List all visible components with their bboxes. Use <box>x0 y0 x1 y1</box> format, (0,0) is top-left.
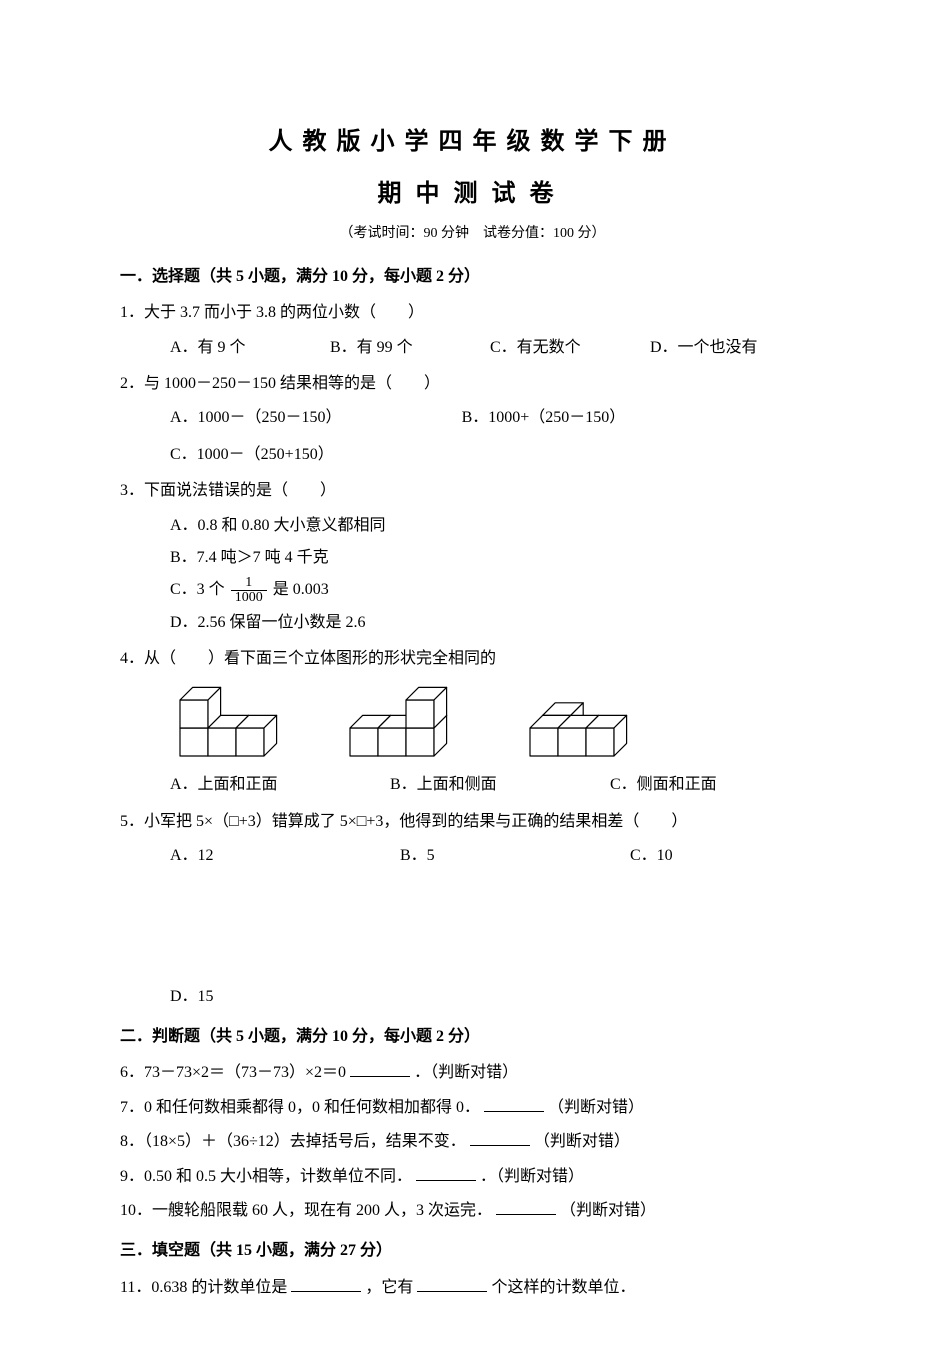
q4-stem: 4．从（ ）看下面三个立体图形的形状完全相同的 <box>120 644 825 674</box>
q1-opt-b: B．有 99 个 <box>330 333 450 363</box>
q5-opt-b: B．5 <box>400 841 520 871</box>
q11-text-c: 个这样的计数单位． <box>491 1279 635 1296</box>
q3-opt-a: A．0.8 和 0.80 大小意义都相同 <box>170 511 825 541</box>
q1-opt-a: A．有 9 个 <box>170 333 290 363</box>
q5-opt-c: C．10 <box>630 841 750 871</box>
doc-meta: （考试时间：90 分钟 试卷分值：100 分） <box>120 221 825 248</box>
q3-opt-b: B．7.4 吨＞7 吨 4 千克 <box>170 543 825 573</box>
q11-blank-2[interactable] <box>417 1275 487 1292</box>
q6-blank[interactable] <box>350 1060 410 1077</box>
q9-blank[interactable] <box>416 1164 476 1181</box>
q6-text-a: 6．73－73×2＝（73－73）×2＝0 <box>120 1064 346 1081</box>
q4-opt-c: C．侧面和正面 <box>610 770 730 800</box>
q3-opt-c-pre: C．3 个 <box>170 581 225 598</box>
q8-blank[interactable] <box>470 1129 530 1146</box>
q1-opt-d: D．一个也没有 <box>650 333 770 363</box>
q1-stem: 1．大于 3.7 而小于 3.8 的两位小数（ ） <box>120 298 825 328</box>
q7-text-a: 7．0 和任何数相乘都得 0，0 和任何数相加都得 0． <box>120 1099 480 1116</box>
section3-head: 三．填空题（共 15 小题，满分 27 分） <box>120 1236 825 1266</box>
cube-figure-b-icon <box>340 684 480 764</box>
cube-figure-c-icon <box>520 684 660 764</box>
section1-head: 一．选择题（共 5 小题，满分 10 分，每小题 2 分） <box>120 262 825 292</box>
q5-opt-d: D．15 <box>170 982 290 1012</box>
q4-opt-a: A．上面和正面 <box>170 770 290 800</box>
doc-title-line2: 期中测试卷 <box>120 172 825 218</box>
q3-stem: 3．下面说法错误的是（ ） <box>120 476 825 506</box>
q3: 3．下面说法错误的是（ ） A．0.8 和 0.80 大小意义都相同 B．7.4… <box>120 476 825 638</box>
q4: 4．从（ ）看下面三个立体图形的形状完全相同的 A．上面和正面 B．上面和侧面 … <box>120 644 825 801</box>
q7: 7．0 和任何数相乘都得 0，0 和任何数相加都得 0． （判断对错） <box>120 1093 825 1123</box>
frac-num: 1 <box>231 576 267 591</box>
q8-text-b: （判断对错） <box>534 1133 630 1150</box>
q1-opt-c: C．有无数个 <box>490 333 610 363</box>
q11-blank-1[interactable] <box>291 1275 361 1292</box>
q2-stem: 2．与 1000－250－150 结果相等的是（ ） <box>120 369 825 399</box>
q7-text-b: （判断对错） <box>548 1099 644 1116</box>
q6: 6．73－73×2＝（73－73）×2＝0 ．（判断对错） <box>120 1058 825 1088</box>
q9: 9．0.50 和 0.5 大小相等，计数单位不同． ．（判断对错） <box>120 1162 825 1192</box>
cube-figure-a-icon <box>170 684 300 764</box>
q2: 2．与 1000－250－150 结果相等的是（ ） A．1000－（250－1… <box>120 369 825 470</box>
q10-text-a: 10．一艘轮船限载 60 人，现在有 200 人，3 次运完． <box>120 1202 492 1219</box>
q11-text-a: 11．0.638 的计数单位是 <box>120 1279 287 1296</box>
page: 人教版小学四年级数学下册 期中测试卷 （考试时间：90 分钟 试卷分值：100 … <box>0 0 945 1367</box>
fraction-icon: 1 1000 <box>231 576 267 605</box>
q2-opt-a: A．1000－（250－150） <box>170 403 342 433</box>
q3-opt-d: D．2.56 保留一位小数是 2.6 <box>170 608 825 638</box>
q10: 10．一艘轮船限载 60 人，现在有 200 人，3 次运完． （判断对错） <box>120 1196 825 1226</box>
section2-head: 二．判断题（共 5 小题，满分 10 分，每小题 2 分） <box>120 1022 825 1052</box>
q9-text-a: 9．0.50 和 0.5 大小相等，计数单位不同． <box>120 1168 412 1185</box>
q11: 11．0.638 的计数单位是 ，它有 个这样的计数单位． <box>120 1273 825 1303</box>
q1: 1．大于 3.7 而小于 3.8 的两位小数（ ） A．有 9 个 B．有 99… <box>120 298 825 363</box>
q7-blank[interactable] <box>484 1095 544 1112</box>
q9-text-b: ．（判断对错） <box>480 1168 584 1185</box>
q5-stem: 5．小军把 5×（□+3）错算成了 5×□+3，他得到的结果与正确的结果相差（ … <box>120 807 825 837</box>
frac-den: 1000 <box>231 591 267 605</box>
q10-text-b: （判断对错） <box>560 1202 656 1219</box>
q10-blank[interactable] <box>496 1198 556 1215</box>
q5: 5．小军把 5×（□+3）错算成了 5×□+3，他得到的结果与正确的结果相差（ … <box>120 807 825 1012</box>
q2-opt-b: B．1000+（250－150） <box>462 403 626 433</box>
q4-opt-b: B．上面和侧面 <box>390 770 510 800</box>
doc-title-line1: 人教版小学四年级数学下册 <box>120 120 825 166</box>
q11-text-b: ，它有 <box>365 1279 413 1296</box>
q5-opt-a: A．12 <box>170 841 290 871</box>
q6-text-b: ．（判断对错） <box>414 1064 518 1081</box>
q3-opt-c: C．3 个 1 1000 是 0.003 <box>170 575 825 605</box>
q3-opt-c-post: 是 0.003 <box>273 581 329 598</box>
q8: 8．（18×5）＋（36÷12）去掉括号后，结果不变． （判断对错） <box>120 1127 825 1157</box>
q2-opt-c: C．1000－（250+150） <box>170 440 825 470</box>
q8-text-a: 8．（18×5）＋（36÷12）去掉括号后，结果不变． <box>120 1133 466 1150</box>
